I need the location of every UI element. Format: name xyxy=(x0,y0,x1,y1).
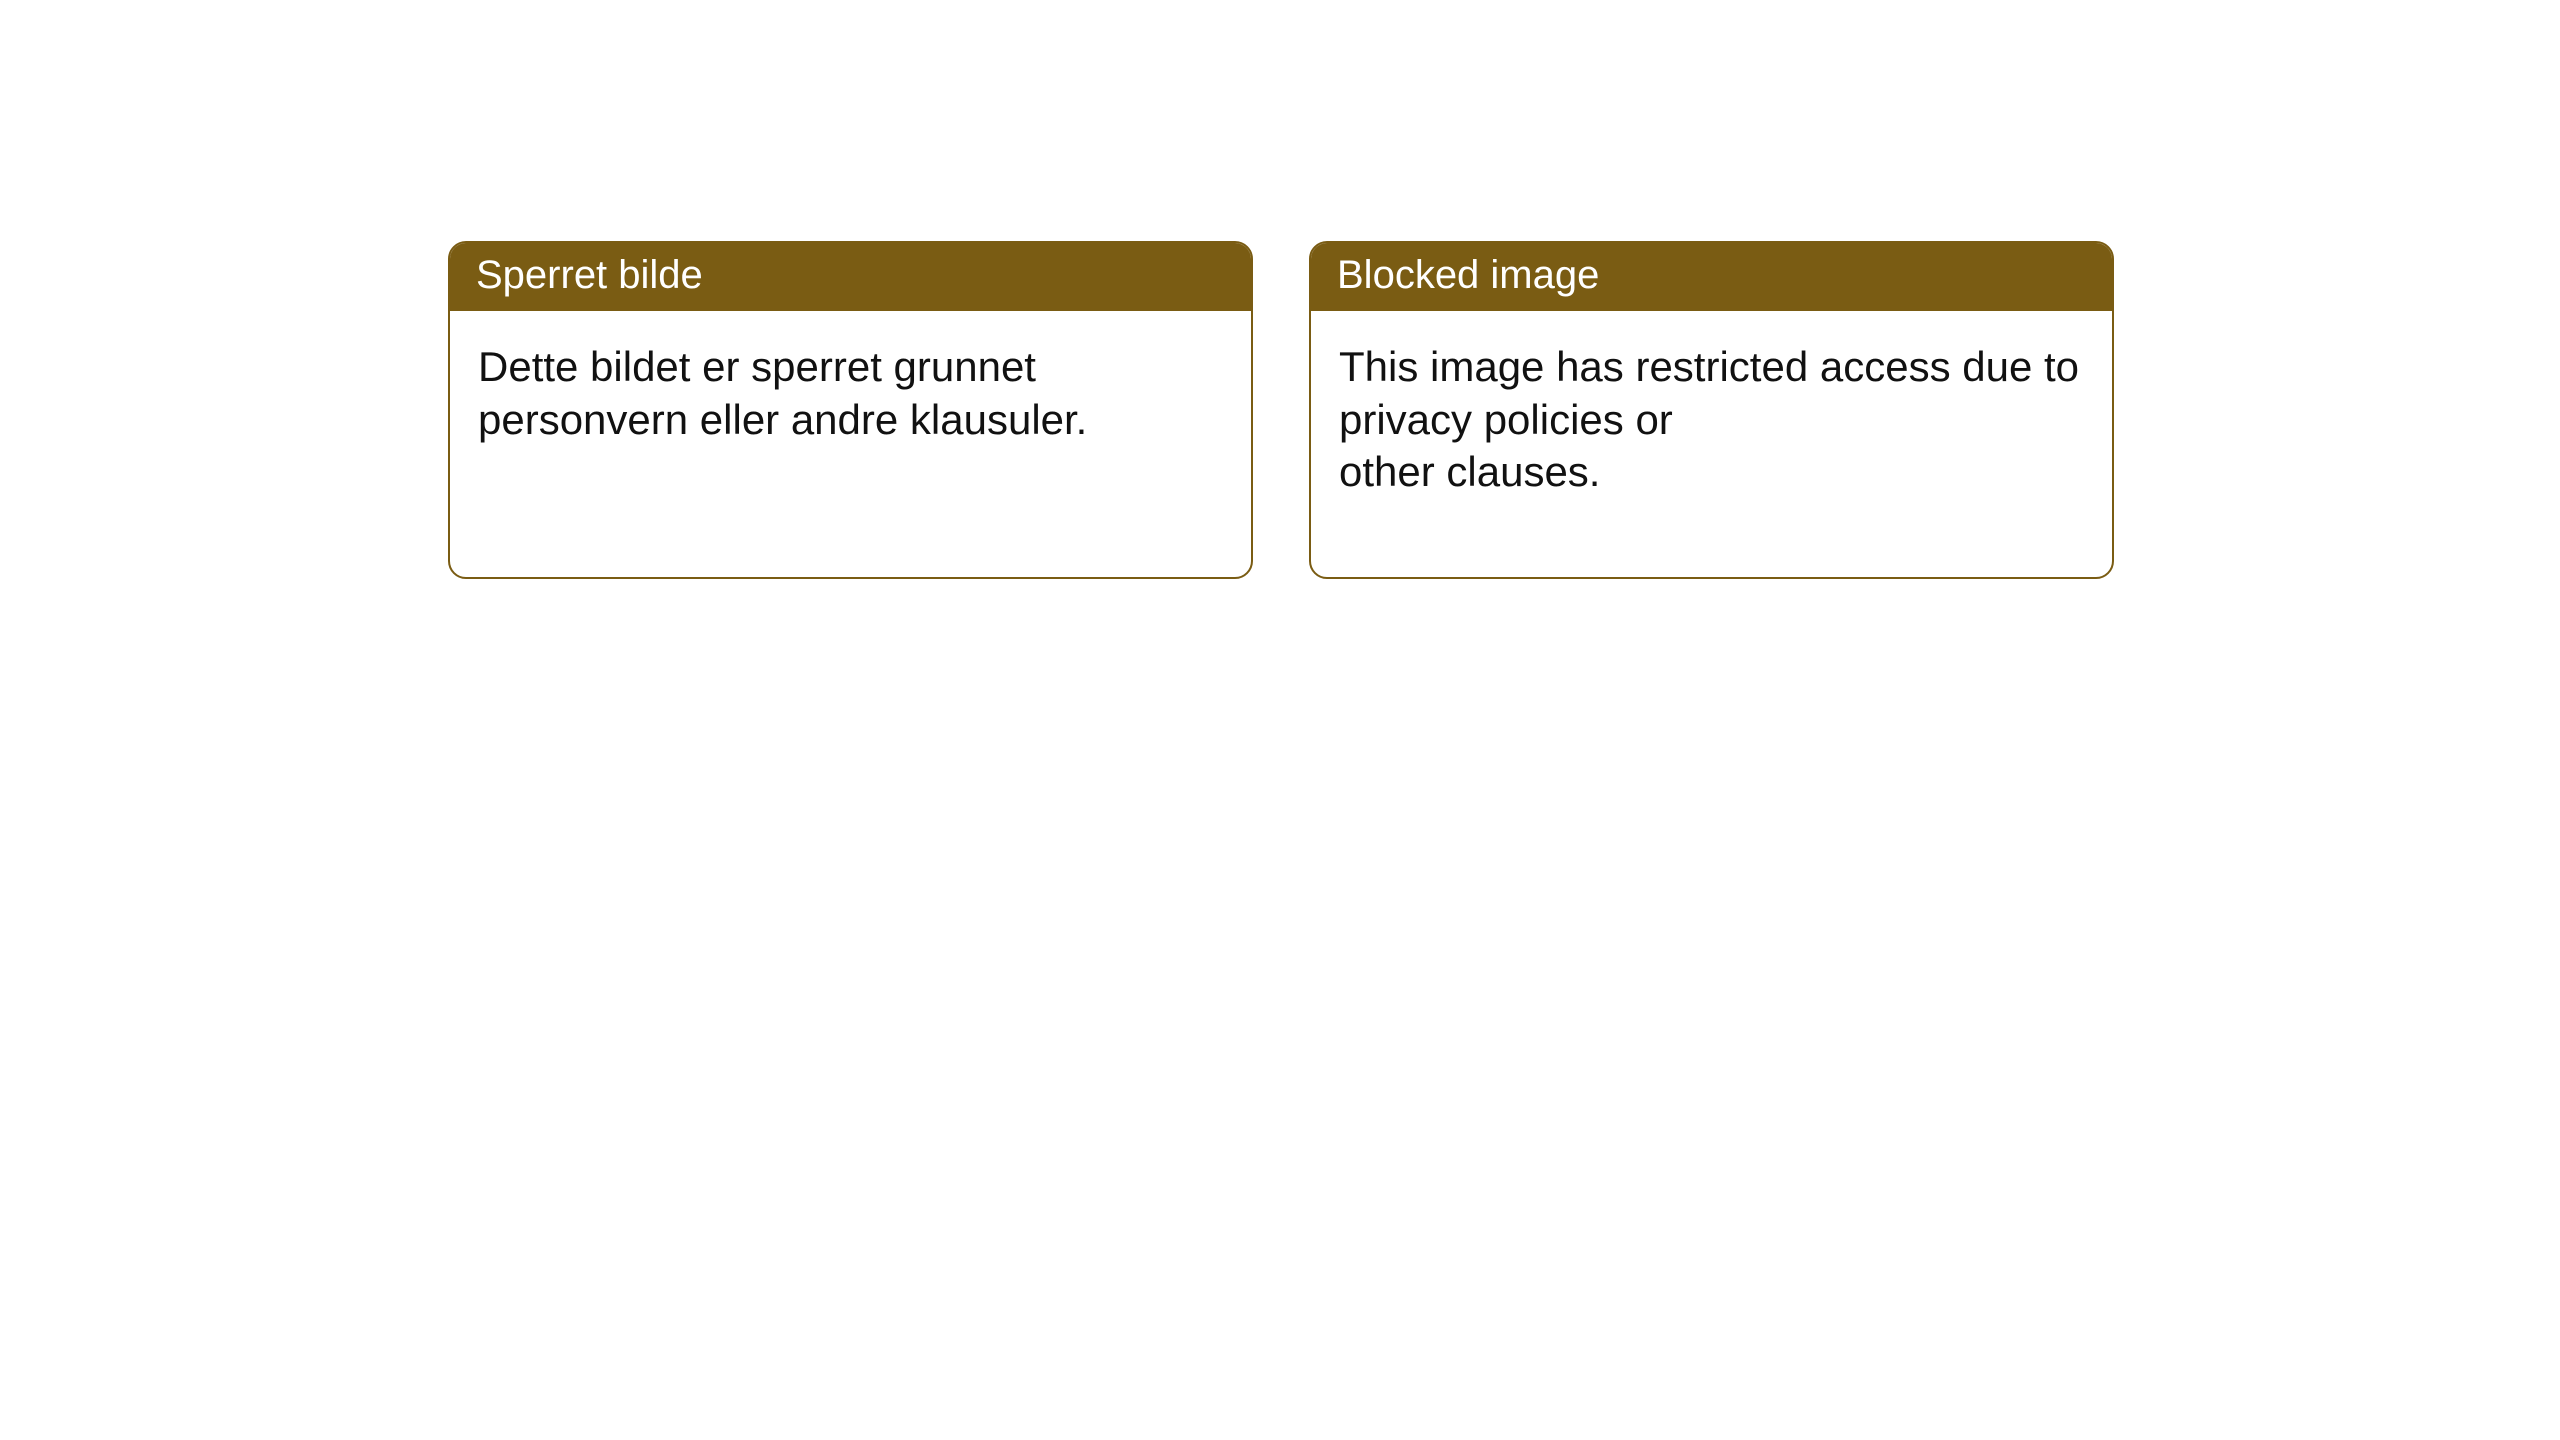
notice-card-body: Dette bildet er sperret grunnet personve… xyxy=(450,311,1251,476)
notice-card-english: Blocked image This image has restricted … xyxy=(1309,241,2114,579)
notice-card-title: Sperret bilde xyxy=(450,243,1251,311)
notice-card-title: Blocked image xyxy=(1311,243,2112,311)
notice-card-norwegian: Sperret bilde Dette bildet er sperret gr… xyxy=(448,241,1253,579)
notice-card-body: This image has restricted access due to … xyxy=(1311,311,2112,529)
notice-cards-row: Sperret bilde Dette bildet er sperret gr… xyxy=(448,241,2114,579)
